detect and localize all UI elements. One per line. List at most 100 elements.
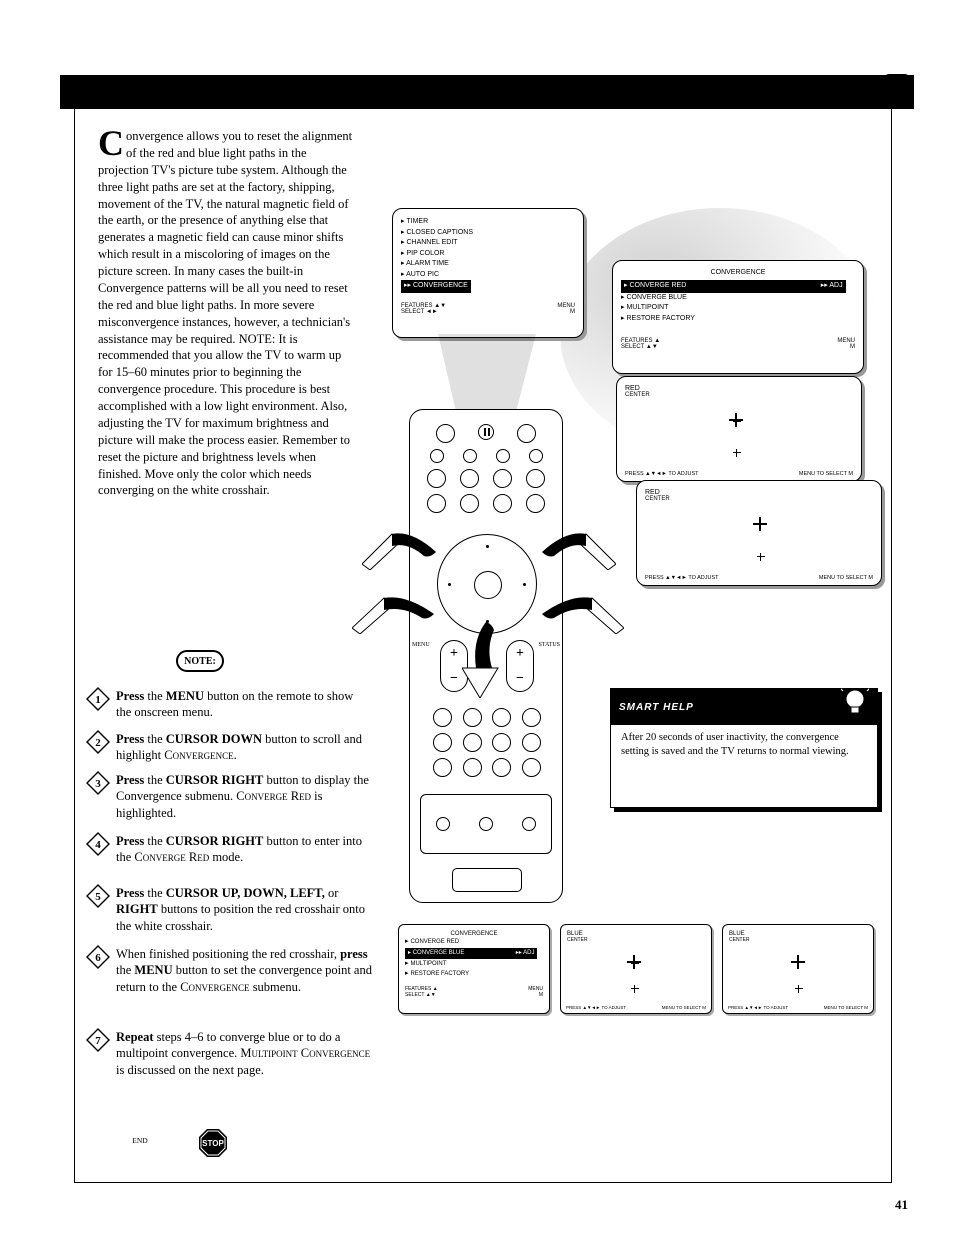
dpad-center[interactable] — [474, 571, 502, 599]
converge-red-done-screen: RED CENTER PRESS ▲▼◄► TO ADJUST MENU TO … — [636, 480, 882, 586]
stop-btn-icon[interactable] — [463, 449, 477, 463]
features-menu-screen: TIMER CLOSED CAPTIONS CHANNEL EDIT PIP C… — [392, 208, 584, 338]
hand-bottom-icon — [462, 620, 514, 701]
bs-item-highlight: ▸ CONVERGE BLUE▸▸ ADJ — [405, 948, 543, 959]
page: 41 C onvergence allows you to reset the … — [0, 0, 954, 1235]
diamond-6-icon: 6 — [86, 945, 110, 969]
convergence-submenu-screen: CONVERGENCE ▸ CONVERGE RED▸▸ ADJ CONVERG… — [612, 260, 864, 374]
remote-btn[interactable] — [433, 733, 452, 752]
diamond-4-icon: 4 — [86, 832, 110, 856]
remote-btn[interactable] — [463, 758, 482, 777]
remote-btn[interactable] — [522, 758, 541, 777]
tip-body: After 20 seconds of user inactivity, the… — [611, 725, 877, 764]
svg-text:3: 3 — [95, 778, 101, 790]
bbd-sub: CENTER — [729, 937, 867, 943]
bottom-submenu-screen: CONVERGENCE CONVERGE RED ▸ CONVERGE BLUE… — [398, 924, 550, 1014]
bottom-blue-done-screen: BLUE CENTER PRESS ▲▼◄► TO ADJUST MENU TO… — [722, 924, 874, 1014]
remote-btn[interactable] — [427, 469, 446, 488]
screen1-item-highlight: ▸▸ CONVERGENCE — [401, 280, 575, 293]
stop-label: END — [90, 1136, 190, 1145]
remote-btn[interactable] — [479, 817, 493, 831]
step-7: Repeat steps 4–6 to converge blue or to … — [116, 1029, 376, 1078]
diamond-1-icon: 1 — [86, 687, 110, 711]
diamond-7-icon: 7 — [86, 1028, 110, 1052]
remote-btn[interactable] — [427, 494, 446, 513]
red2-label: RED — [645, 489, 660, 496]
svg-text:STOP: STOP — [202, 1139, 224, 1148]
stop-icon: STOP — [198, 1128, 228, 1158]
svg-text:2: 2 — [95, 737, 101, 749]
remote-btn[interactable] — [526, 469, 545, 488]
screen2-item-highlight: ▸ CONVERGE RED▸▸ ADJ — [621, 280, 855, 293]
dropcap: C — [98, 128, 124, 159]
bs-item: RESTORE FACTORY — [405, 969, 543, 980]
remote-btn[interactable] — [522, 733, 541, 752]
crosshair-blue-aligned-icon — [791, 955, 805, 972]
hand-bottomright-icon — [530, 580, 624, 637]
remote-btn[interactable] — [493, 469, 512, 488]
step-4: Press the CURSOR RIGHT button to enter i… — [116, 833, 372, 866]
play-icon[interactable] — [496, 449, 510, 463]
remote-btn[interactable] — [463, 733, 482, 752]
screen2-item: RESTORE FACTORY — [621, 314, 855, 325]
intro-paragraph: C onvergence allows you to reset the ali… — [98, 128, 354, 499]
remote-btn[interactable] — [463, 708, 482, 727]
bb-instr: PRESS ▲▼◄► TO ADJUST — [566, 1005, 626, 1010]
remote-btn[interactable] — [493, 494, 512, 513]
hand-left-icon — [362, 520, 446, 573]
remote-btn[interactable] — [492, 708, 511, 727]
remote-btn[interactable] — [522, 708, 541, 727]
svg-text:4: 4 — [95, 839, 101, 851]
dpad[interactable] — [437, 534, 537, 634]
svg-text:5: 5 — [95, 891, 101, 903]
diamond-2-icon: 2 — [86, 730, 110, 754]
remote-btn[interactable] — [492, 733, 511, 752]
red2-sub: CENTER — [645, 496, 670, 502]
step-5: Press the CURSOR UP, DOWN, LEFT, or RIGH… — [116, 885, 372, 934]
screen1-item: AUTO PIC — [401, 270, 575, 281]
bs-item: CONVERGE RED — [405, 937, 543, 948]
screen2-item: MULTIPOINT — [621, 303, 855, 314]
red2-instr: PRESS ▲▼◄► TO ADJUST — [645, 575, 719, 581]
svg-text:1: 1 — [95, 694, 101, 706]
remote-btn[interactable] — [460, 469, 479, 488]
pause-icon[interactable] — [478, 424, 494, 440]
lightbulb-icon — [841, 687, 869, 721]
remote-btn[interactable] — [526, 494, 545, 513]
crosshair-small-icon — [793, 983, 807, 1000]
screen2-item: CONVERGE BLUE — [621, 293, 855, 304]
crosshair-small2-icon — [755, 551, 769, 568]
remote-btn[interactable] — [492, 758, 511, 777]
screen1-item: CLOSED CAPTIONS — [401, 228, 575, 239]
remote-btn[interactable] — [436, 424, 455, 443]
remote-btn[interactable] — [433, 758, 452, 777]
remote-btn[interactable] — [460, 494, 479, 513]
remote-btn[interactable] — [433, 708, 452, 727]
step-2: Press the CURSOR DOWN button to scroll a… — [116, 731, 366, 764]
rewind-icon[interactable] — [430, 449, 444, 463]
screen1-item: PIP COLOR — [401, 249, 575, 260]
red-label: RED — [625, 385, 640, 392]
remote-grid — [428, 702, 546, 777]
screen2-title: CONVERGENCE — [621, 269, 855, 276]
svg-text:6: 6 — [95, 952, 101, 964]
red-sub: CENTER — [625, 392, 650, 398]
diamond-5-icon: 5 — [86, 884, 110, 908]
step-6: When finished positioning the red crossh… — [116, 946, 376, 995]
converge-red-screen: RED CENTER PRESS ▲▼◄► TO ADJUST MENU TO … — [616, 376, 862, 482]
bottom-screens-row: CONVERGENCE CONVERGE RED ▸ CONVERGE BLUE… — [398, 924, 874, 1014]
red-menu: MENU TO SELECT M — [799, 471, 853, 477]
crosshair-aligned-icon — [753, 517, 767, 534]
header-bar — [60, 75, 914, 109]
page-number: 41 — [895, 1197, 908, 1213]
bbd-instr: PRESS ▲▼◄► TO ADJUST — [728, 1005, 788, 1010]
bottom-blue-screen: BLUE CENTER PRESS ▲▼◄► TO ADJUST MENU TO… — [560, 924, 712, 1014]
beam-icon — [398, 334, 576, 414]
ffwd-icon[interactable] — [529, 449, 543, 463]
remote-btn[interactable] — [522, 817, 536, 831]
hand-bottomleft-icon — [352, 580, 446, 637]
bbd-menu: MENU TO SELECT M — [824, 1005, 868, 1010]
menu-label: MENU — [412, 642, 430, 648]
remote-btn[interactable] — [436, 817, 450, 831]
remote-btn[interactable] — [517, 424, 536, 443]
